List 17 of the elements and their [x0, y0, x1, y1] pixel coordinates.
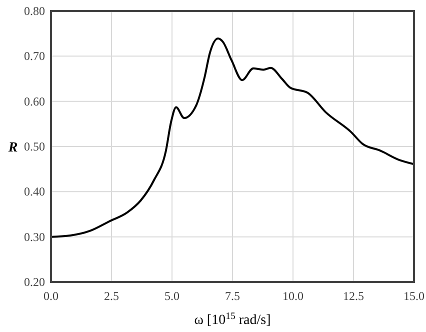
y-tick-label: 0.20 — [24, 275, 45, 289]
y-tick-label: 0.70 — [24, 49, 45, 64]
x-tick-label: 0.0 — [44, 289, 58, 303]
x-tick-label: 7.5 — [225, 289, 240, 303]
x-tick-label: 10.0 — [282, 289, 304, 303]
y-tick-label: 0.30 — [24, 230, 45, 244]
y-tick-label: 0.50 — [24, 140, 45, 154]
y-tick-label: 0.80 — [24, 4, 45, 18]
x-tick-label: 15.0 — [404, 289, 424, 303]
x-tick-label: 12.5 — [343, 289, 364, 303]
y-tick-label: 0.60 — [24, 94, 45, 108]
y-tick-label: 0.40 — [24, 184, 45, 199]
line-series — [50, 38, 415, 238]
x-axis-title: ω [10$^{15}$ rad/s] — [194, 310, 271, 328]
y-axis-title: R — [7, 140, 18, 156]
x-tick-label: 5.0 — [164, 289, 180, 303]
x-tick-label: 2.5 — [104, 289, 119, 303]
